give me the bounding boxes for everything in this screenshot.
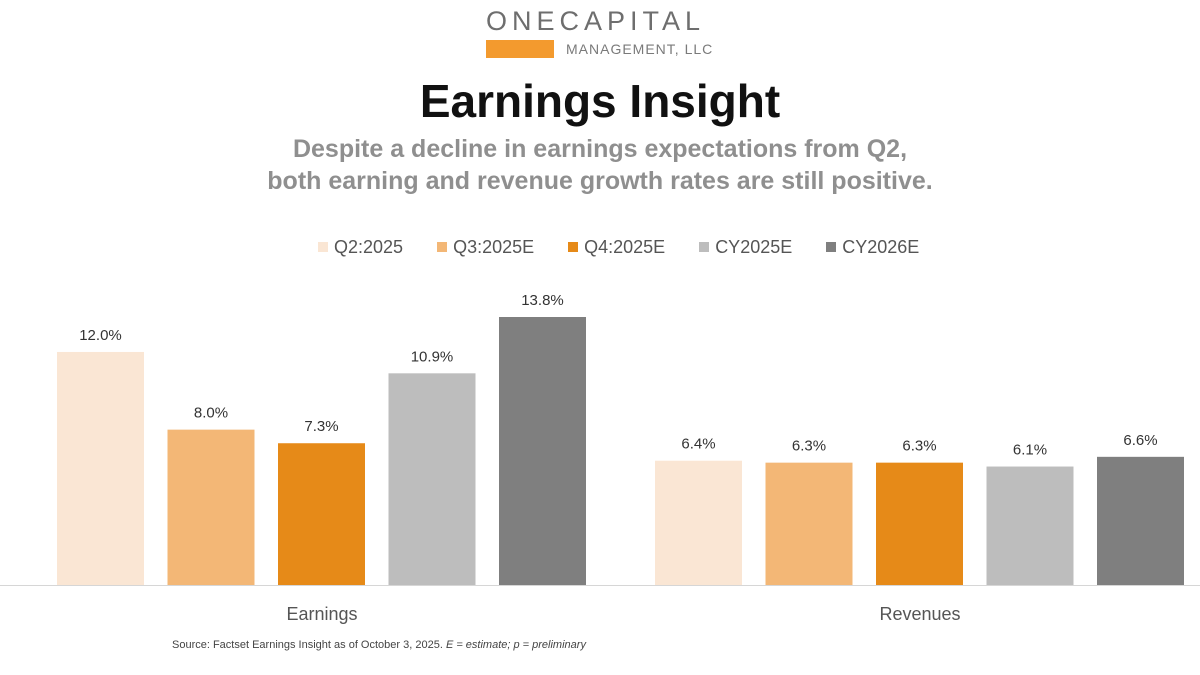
data-label-revenues-0: 6.4%	[681, 436, 715, 453]
data-label-earnings-4: 13.8%	[521, 292, 564, 309]
legend-swatch-0	[318, 242, 328, 252]
bar-revenues-4	[1097, 456, 1184, 585]
data-label-earnings-0: 12.0%	[79, 327, 122, 344]
logo-subtext: MANAGEMENT, LLC	[566, 41, 714, 57]
legend-label-2: Q4:2025E	[584, 236, 666, 257]
bar-revenues-3	[986, 466, 1074, 585]
logo-wordmark: ONECAPITAL	[486, 6, 706, 36]
bar-earnings-0	[57, 351, 144, 585]
source-text: Source: Factset Earnings Insight as of O…	[172, 639, 443, 651]
data-label-earnings-2: 7.3%	[304, 418, 338, 435]
company-logo: ONECAPITAL MANAGEMENT, LLC	[486, 6, 716, 58]
legend-swatch-4	[826, 242, 837, 252]
legend-label-4: CY2026E	[842, 236, 920, 257]
legend-item-3: CY2025E	[699, 237, 792, 258]
page-subtitle: Despite a decline in earnings expectatio…	[0, 133, 1200, 197]
bar-revenues-1	[765, 462, 853, 585]
legend-label-0: Q2:2025	[334, 236, 404, 257]
bar-earnings-3	[388, 373, 476, 585]
data-label-earnings-1: 8.0%	[194, 405, 228, 422]
page-title: Earnings Insight	[419, 75, 781, 127]
source-note: Source: Factset Earnings Insight as of O…	[172, 639, 586, 651]
legend-item-4: CY2026E	[826, 237, 919, 258]
bar-earnings-2	[278, 443, 365, 585]
legend-item-0: Q2:2025	[318, 237, 403, 258]
legend-label-3: CY2025E	[715, 236, 793, 257]
category-label-earnings: Earnings	[286, 604, 357, 624]
data-label-revenues-3: 6.1%	[1013, 442, 1047, 459]
data-label-revenues-1: 6.3%	[792, 438, 826, 455]
subtitle-line-2: both earning and revenue growth rates ar…	[267, 167, 933, 195]
bar-earnings-4	[499, 317, 586, 585]
subtitle-line-1: Despite a decline in earnings expectatio…	[292, 135, 908, 163]
bar-earnings-1	[167, 429, 255, 585]
data-label-revenues-2: 6.3%	[902, 438, 936, 455]
legend-item-1: Q3:2025E	[437, 237, 534, 258]
bar-revenues-0	[655, 460, 742, 585]
legend-swatch-1	[437, 242, 448, 252]
legend-swatch-2	[568, 242, 579, 252]
logo-orange-bar	[486, 40, 554, 58]
data-label-revenues-4: 6.6%	[1123, 432, 1157, 449]
legend-label-1: Q3:2025E	[453, 236, 535, 257]
data-label-earnings-3: 10.9%	[411, 348, 454, 365]
source-note-italic: E = estimate; p = preliminary	[445, 639, 586, 651]
legend-item-2: Q4:2025E	[568, 237, 665, 258]
legend-swatch-3	[699, 242, 710, 252]
category-label-revenues: Revenues	[879, 604, 960, 624]
bar-revenues-2	[876, 462, 963, 585]
chart-legend: Q2:2025 Q3:2025E Q4:2025E CY2025E CY2026E	[318, 235, 953, 259]
